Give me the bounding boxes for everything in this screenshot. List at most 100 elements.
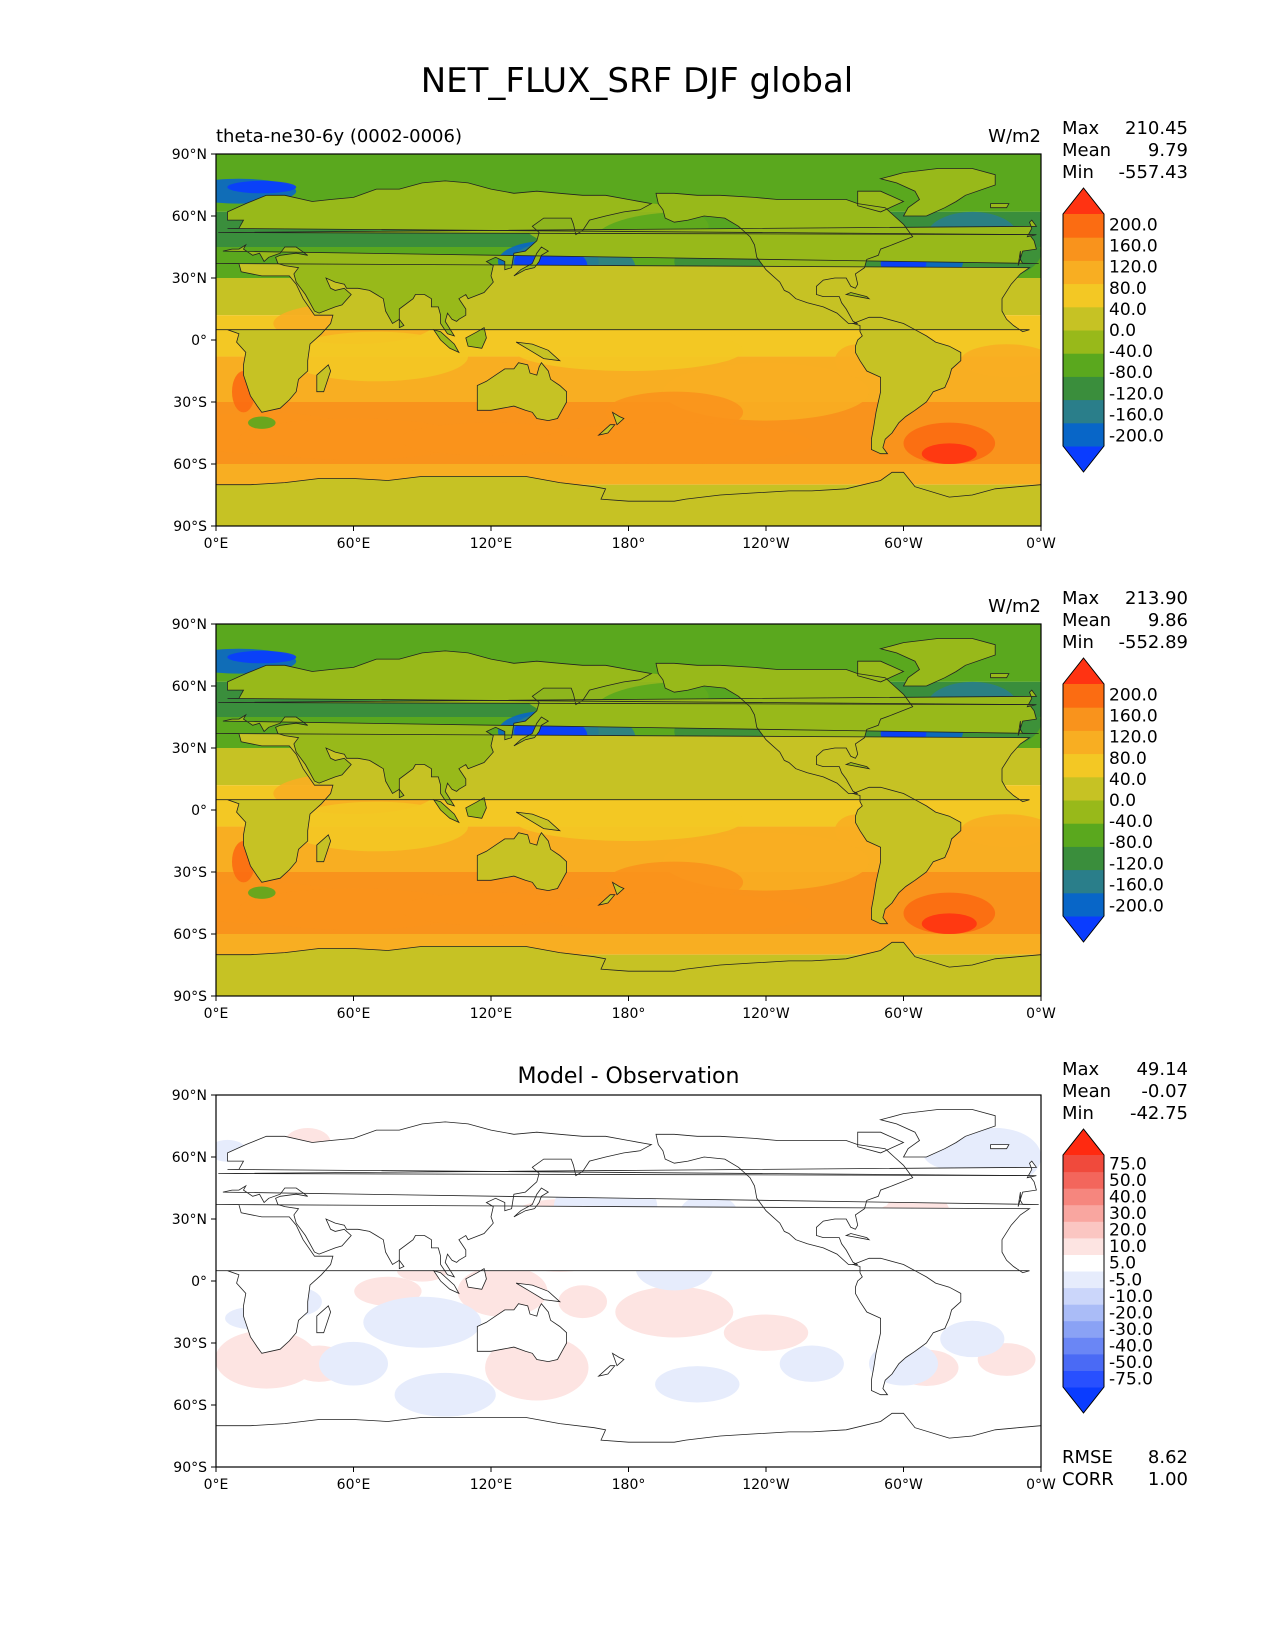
land-new-zealand-south <box>598 1365 615 1377</box>
coastline-antarctica <box>216 1412 1041 1467</box>
colorbar-label: 20.0 <box>1109 1221 1147 1241</box>
stat-value: 210.45 <box>1125 118 1188 139</box>
land-sumatra <box>433 1270 459 1294</box>
flux-region <box>960 814 1041 848</box>
coastline-australia <box>476 831 567 892</box>
colorbar-label: -80.0 <box>1109 363 1153 383</box>
colorbar-swatch <box>1063 892 1104 917</box>
coastline-cuba <box>844 1233 871 1241</box>
lon-tick-label: 0°W <box>1026 1477 1056 1493</box>
flux-region <box>605 391 744 433</box>
land-new-guinea <box>516 1283 560 1302</box>
flux-region <box>921 913 977 934</box>
land-japan <box>513 717 549 746</box>
stat-label: Mean <box>1062 1081 1111 1102</box>
land-australia <box>477 362 567 421</box>
panel-center-title: Model - Observation <box>518 1064 740 1089</box>
colorbar-outline <box>1062 187 1105 473</box>
anomaly-region <box>655 1366 740 1403</box>
flux-region <box>513 799 744 841</box>
land-madagascar <box>316 834 331 862</box>
colorbar-label: -30.0 <box>1109 1320 1153 1340</box>
flux-region <box>227 650 297 664</box>
coastline-new-zealand-north <box>611 881 625 896</box>
stat-value: 8.62 <box>1148 1447 1188 1468</box>
colorbar-swatch <box>1063 1370 1104 1388</box>
panel-units: W/m2 <box>988 126 1041 147</box>
lat-tick-label: 0° <box>191 333 207 349</box>
coastline-japan <box>513 716 550 747</box>
land-great-britain <box>218 690 1037 707</box>
coastline-sumatra <box>432 329 460 354</box>
colorbar-label: 200.0 <box>1109 216 1158 236</box>
colorbar-label: 40.0 <box>1109 770 1147 790</box>
colorbar-label: 120.0 <box>1109 728 1158 748</box>
coastline-baffin-island <box>857 1131 905 1154</box>
lat-tick-label: 90°N <box>172 617 207 633</box>
coastline-australia <box>476 1302 567 1363</box>
colorbar-swatch <box>1063 1188 1104 1206</box>
land-greenland <box>880 638 996 686</box>
coastline-borneo <box>465 326 487 349</box>
coastline-australia <box>476 361 567 422</box>
land-iceland <box>990 673 1009 678</box>
colorbar-label: 80.0 <box>1109 279 1147 299</box>
colorbar-swatch <box>1063 753 1104 778</box>
coastline-eurasia <box>222 650 1039 807</box>
lon-tick-label: 180° <box>612 536 646 552</box>
coastline-sumatra <box>432 1270 460 1295</box>
land-great-britain <box>218 1161 1037 1178</box>
anomaly-region <box>940 1320 1005 1358</box>
colorbar-swatch <box>1063 1155 1104 1173</box>
colorbar-label: 10.0 <box>1109 1237 1147 1257</box>
land-new-zealand-south <box>598 424 615 436</box>
flux-region <box>536 422 812 464</box>
land-south-america <box>853 787 961 924</box>
coastline-iceland <box>990 1144 1010 1150</box>
lat-tick-label: 0° <box>191 803 207 819</box>
land-eurasia <box>222 180 1039 336</box>
field <box>216 624 1041 996</box>
panel-left-title: theta-ne30-6y (0002-0006) <box>216 126 462 147</box>
colorbar-label: 75.0 <box>1109 1154 1147 1174</box>
land-new-guinea <box>516 812 560 831</box>
colorbar-label: 0.0 <box>1109 321 1136 341</box>
land-antarctica <box>216 1413 1041 1467</box>
colorbar-swatch <box>1063 800 1104 824</box>
coastline-borneo <box>465 796 487 819</box>
coastline-madagascar <box>316 364 332 393</box>
coastline-new-guinea <box>515 1282 562 1303</box>
colorbar-swatch <box>1063 1221 1104 1239</box>
colorbar-extend-bottom <box>1063 1387 1104 1413</box>
coastline-madagascar <box>316 1305 332 1334</box>
lon-tick-label: 120°W <box>742 1006 790 1022</box>
coastline-madagascar <box>316 834 332 863</box>
lat-tick-label: 60°S <box>173 927 207 943</box>
stat-label: Max <box>1062 1059 1100 1080</box>
coastline-iceland <box>990 673 1010 679</box>
coastline-north-america <box>655 662 914 794</box>
colorbar-label: -200.0 <box>1109 897 1164 917</box>
lon-tick-label: 120°E <box>470 1477 513 1493</box>
flux-region <box>921 443 977 465</box>
lon-tick-label: 60°W <box>884 1006 923 1022</box>
colorbar-label: 40.0 <box>1109 300 1147 320</box>
land-cuba <box>846 1233 870 1240</box>
stat-label: CORR <box>1062 1469 1114 1490</box>
lat-tick-label: 60°N <box>172 209 207 225</box>
colorbar-swatch <box>1063 1237 1104 1255</box>
flux-region <box>247 886 276 899</box>
stat-label: Mean <box>1062 140 1111 161</box>
land-antarctica <box>216 942 1041 996</box>
land-cuba <box>846 762 870 769</box>
coastline-eurasia <box>222 180 1039 337</box>
colorbar-label: 200.0 <box>1109 686 1158 706</box>
colorbar-swatch <box>1063 283 1104 308</box>
flux-region <box>960 344 1041 378</box>
colorbar-extend-top <box>1063 188 1104 214</box>
colorbar-swatch <box>1063 422 1104 447</box>
colorbar-swatch <box>1063 1254 1104 1272</box>
lat-tick-label: 90°N <box>172 1088 207 1104</box>
stat-label: Max <box>1062 588 1100 609</box>
lat-tick-label: 30°N <box>172 741 207 757</box>
